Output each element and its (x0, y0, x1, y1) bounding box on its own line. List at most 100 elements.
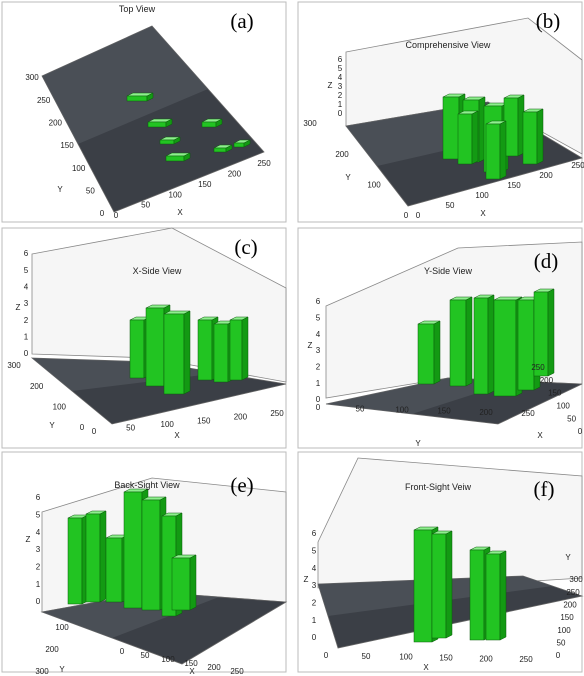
x-tick-label: 50 (446, 201, 455, 210)
y-tick-label: 100 (367, 180, 381, 189)
x-axis-label: X (177, 208, 183, 217)
building-front (418, 324, 434, 384)
z-tick-label: 3 (312, 581, 317, 590)
y-tick-label: 0 (404, 211, 409, 220)
panel: 2502001501005001002003000123456XYZBack-S… (2, 452, 286, 676)
z-axis-label: Z (328, 81, 333, 90)
building-front (172, 558, 190, 610)
z-tick-label: 1 (36, 580, 41, 589)
x-tick-label: 50 (141, 651, 150, 660)
x-tick-label: 250 (270, 409, 284, 418)
z-tick-label: 3 (338, 82, 343, 91)
x-axis-label: X (480, 209, 486, 218)
building-front (494, 300, 516, 396)
z-tick-label: 4 (312, 564, 317, 573)
building-front (142, 500, 160, 610)
y-tick-label: 100 (395, 406, 409, 415)
x-tick-label: 100 (557, 402, 571, 411)
building-front (198, 320, 212, 380)
x-tick-label: 0 (114, 211, 119, 220)
y-axis-label: Y (57, 185, 63, 194)
building-front (450, 300, 466, 386)
y-tick-label: 50 (557, 638, 566, 647)
building-front (202, 122, 216, 127)
panel-title: Comprehensive View (406, 40, 491, 50)
y-tick-label: 200 (479, 408, 493, 417)
building-front (127, 96, 147, 101)
panel-label: (b) (536, 9, 561, 33)
z-tick-label: 1 (312, 616, 317, 625)
z-tick-label: 4 (24, 282, 29, 291)
x-tick-label: 100 (161, 420, 175, 429)
building-front (443, 97, 459, 159)
building-side (434, 321, 440, 384)
x-tick-label: 0 (416, 211, 421, 220)
x-tick-label: 50 (126, 424, 135, 433)
y-tick-label: 0 (100, 209, 105, 218)
panel: 0501001502002500501001502002503000123456… (298, 452, 583, 672)
z-tick-label: 0 (312, 633, 317, 642)
z-tick-label: 1 (316, 379, 321, 388)
y-axis-label: Y (415, 439, 421, 448)
y-tick-label: 200 (49, 118, 63, 127)
z-tick-label: 0 (24, 349, 29, 358)
x-tick-label: 100 (399, 653, 413, 662)
panel-title: Y-Side View (424, 266, 473, 276)
panel-label: (e) (230, 473, 253, 497)
z-tick-label: 6 (36, 493, 41, 502)
x-tick-label: 150 (439, 654, 453, 663)
x-tick-label: 250 (230, 667, 244, 676)
x-tick-label: 0 (120, 647, 125, 656)
z-tick-label: 2 (312, 598, 317, 607)
x-axis-label: X (189, 667, 195, 676)
panel-label: (d) (534, 249, 559, 273)
z-tick-label: 3 (316, 346, 321, 355)
building-front (230, 320, 242, 380)
z-axis-label: Z (304, 575, 309, 584)
y-tick-label: 100 (55, 623, 69, 632)
panel: 05010015020025001002003000123456XYZCompr… (298, 2, 584, 222)
z-tick-label: 0 (36, 597, 41, 606)
y-tick-label: 250 (566, 588, 580, 597)
z-tick-label: 3 (36, 545, 41, 554)
panel-title: X-Side View (133, 266, 182, 276)
building-front (146, 308, 164, 386)
y-tick-label: 150 (437, 407, 451, 416)
building-front (458, 114, 472, 164)
building-front (130, 320, 144, 378)
building-front (214, 324, 228, 382)
building-front (518, 300, 534, 390)
z-tick-label: 6 (312, 529, 317, 538)
z-tick-label: 1 (338, 100, 343, 109)
panel-title: Top View (119, 4, 156, 14)
z-tick-label: 2 (24, 316, 29, 325)
y-tick-label: 150 (560, 613, 574, 622)
x-tick-label: 150 (197, 416, 211, 425)
building-side (100, 511, 106, 602)
building-front (214, 148, 226, 152)
z-axis-label: Z (16, 303, 21, 312)
building-side (488, 295, 494, 394)
panel-label: (c) (234, 235, 257, 259)
x-tick-label: 250 (257, 159, 271, 168)
building-side (537, 109, 543, 164)
panel-title: Front-Sight Veiw (405, 482, 472, 492)
z-tick-label: 0 (338, 109, 343, 118)
y-tick-label: 200 (45, 645, 59, 654)
y-axis-label: Y (565, 553, 571, 562)
z-tick-label: 6 (338, 55, 343, 64)
x-tick-label: 150 (507, 181, 521, 190)
x-tick-label: 100 (169, 190, 183, 199)
y-axis-label: Y (59, 665, 65, 674)
building-front (414, 530, 432, 642)
building-side (242, 317, 248, 380)
building-front (86, 514, 100, 602)
z-tick-label: 5 (312, 546, 317, 555)
x-tick-label: 250 (531, 363, 545, 372)
z-tick-label: 5 (338, 64, 343, 73)
panel-label: (a) (230, 9, 253, 33)
building-side (446, 531, 452, 638)
building-front (523, 112, 537, 164)
x-tick-label: 200 (234, 413, 248, 422)
